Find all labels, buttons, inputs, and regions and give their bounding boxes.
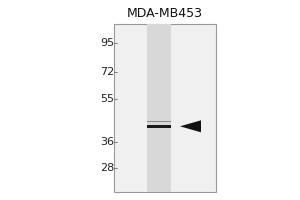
Text: 95: 95	[100, 38, 114, 48]
Text: 72: 72	[100, 67, 114, 77]
Bar	[147, 121, 171, 122]
Text: 36: 36	[100, 137, 114, 147]
Text: 28: 28	[100, 163, 114, 173]
Bar	[147, 24, 171, 192]
Bar	[147, 125, 171, 128]
Text: MDA-MB453: MDA-MB453	[127, 7, 203, 20]
Polygon shape	[180, 120, 201, 132]
Text: 55: 55	[100, 94, 114, 104]
Bar	[114, 24, 216, 192]
